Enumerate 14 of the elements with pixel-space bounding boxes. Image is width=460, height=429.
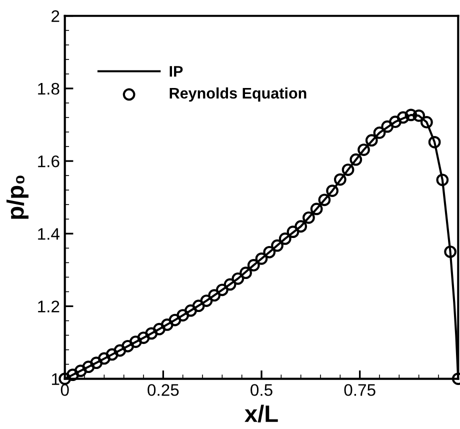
y-tick-label: 1.2 [38, 300, 60, 312]
y-tick-label: 1.4 [38, 228, 60, 240]
x-tick-label: 0 [60, 384, 69, 396]
legend-label: Reynolds Equation [170, 87, 306, 102]
legend-label: IP [170, 66, 183, 77]
x-tick-label: 0.25 [148, 384, 179, 396]
x-tick-label: 0.5 [250, 384, 272, 396]
x-axis-title: x/L [244, 404, 278, 422]
y-tick-label: 2 [52, 10, 60, 22]
y-tick-label: 1.6 [38, 155, 60, 168]
y-tick-label: 1 [52, 373, 60, 385]
x-tick-label: 0.75 [344, 384, 376, 396]
y-tick-label: 1.8 [38, 82, 60, 95]
y-axis-title: p/p₀ [6, 176, 28, 219]
